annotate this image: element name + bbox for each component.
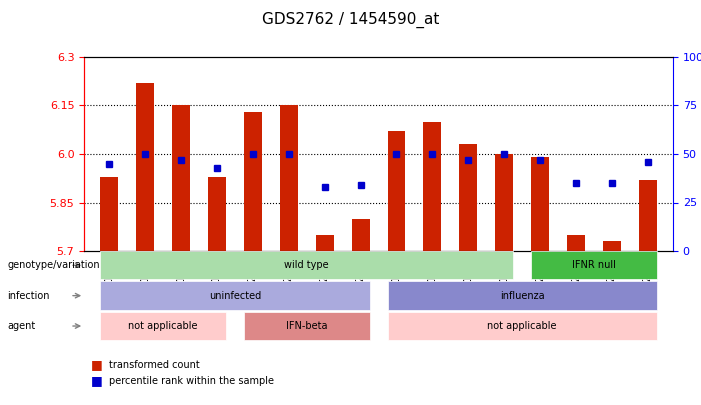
Text: uninfected: uninfected	[209, 291, 261, 301]
Text: GDS2762 / 1454590_at: GDS2762 / 1454590_at	[261, 12, 440, 28]
Text: IFN-beta: IFN-beta	[286, 321, 327, 331]
Text: not applicable: not applicable	[487, 321, 557, 331]
Bar	[172, 105, 190, 251]
Bar	[603, 241, 621, 251]
Text: genotype/variation: genotype/variation	[7, 260, 100, 270]
Text: ■: ■	[91, 374, 103, 387]
Bar	[495, 154, 513, 251]
Bar	[639, 180, 657, 251]
Text: wild type: wild type	[285, 260, 329, 270]
Bar	[280, 105, 298, 251]
Bar	[388, 131, 405, 251]
Text: IFNR null: IFNR null	[572, 260, 616, 270]
Text: agent: agent	[7, 321, 35, 331]
Bar	[136, 83, 154, 251]
Bar	[208, 177, 226, 251]
Bar	[315, 235, 334, 251]
Bar	[352, 219, 369, 251]
Bar	[459, 144, 477, 251]
Bar	[423, 122, 442, 251]
Text: not applicable: not applicable	[128, 321, 198, 331]
Text: infection: infection	[7, 291, 50, 301]
Bar	[100, 177, 118, 251]
Bar	[567, 235, 585, 251]
Text: transformed count: transformed count	[109, 360, 199, 369]
Text: influenza: influenza	[500, 291, 545, 301]
Bar	[244, 112, 262, 251]
Text: percentile rank within the sample: percentile rank within the sample	[109, 376, 273, 386]
Bar	[531, 157, 549, 251]
Text: ■: ■	[91, 358, 103, 371]
